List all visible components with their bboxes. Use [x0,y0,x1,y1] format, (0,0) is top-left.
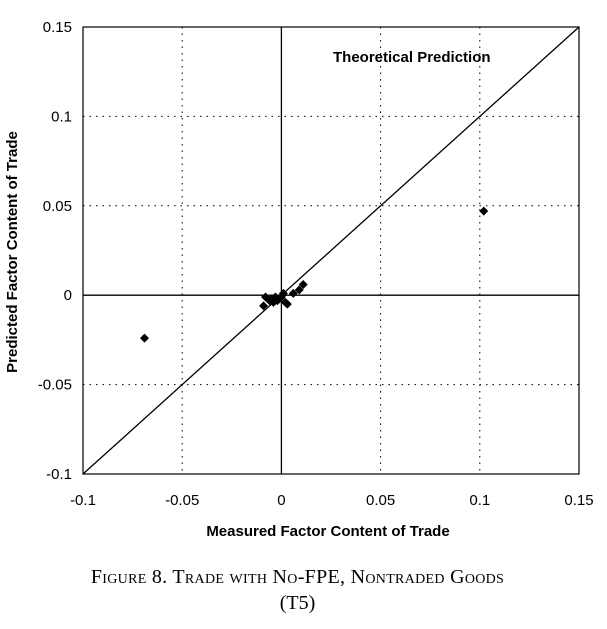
x-tick-label: 0.05 [366,492,395,509]
y-tick-labels: -0.1 -0.05 0 0.05 0.1 0.15 [38,19,72,483]
zero-axes [83,27,579,474]
data-point [288,288,298,298]
theoretical-prediction-label: Theoretical Prediction [333,49,491,66]
x-tick-label: -0.1 [70,492,96,509]
x-axis-title: Measured Factor Content of Trade [206,523,449,540]
y-tick-label: -0.1 [46,466,72,483]
y-tick-label: 0.15 [43,19,72,36]
x-tick-labels: -0.1 -0.05 0 0.05 0.1 0.15 [70,492,594,509]
data-points [140,206,489,343]
figure-caption-subtitle: (T5) [279,592,316,614]
data-point [294,285,304,295]
data-point [282,299,292,309]
y-tick-label: -0.05 [38,377,72,394]
x-tick-label: 0 [277,492,285,509]
y-axis-title: Predicted Factor Content of Trade [4,131,21,373]
data-point [278,288,288,298]
grid [83,27,579,474]
x-tick-label: 0.15 [564,492,593,509]
theoretical-prediction-line [82,26,580,475]
x-tick-label: -0.05 [165,492,199,509]
data-point [259,301,269,311]
data-point [140,333,150,343]
scatter-chart: Theoretical Prediction -0.1 -0.05 0 0.05 0.1… [4,19,594,540]
figure-caption: Figure 8. Trade with No-FPE, Nontraded G… [90,566,505,588]
data-point [298,279,308,289]
data-point [479,206,489,216]
y-tick-label: 0.05 [43,198,72,215]
x-tick-label: 0.1 [469,492,490,509]
y-tick-label: 0.1 [51,108,72,125]
plot-frame [82,26,580,475]
y-tick-label: 0 [64,287,72,304]
